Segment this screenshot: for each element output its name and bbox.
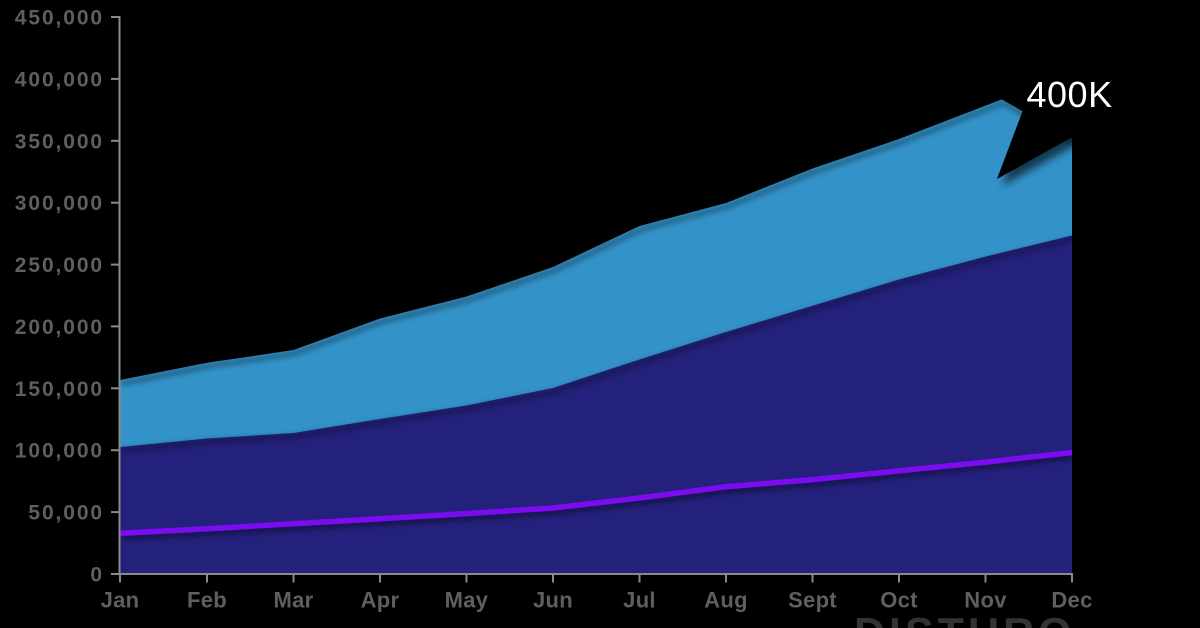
svg-text:250,000: 250,000 bbox=[15, 254, 104, 277]
svg-text:Sept: Sept bbox=[788, 588, 837, 613]
svg-text:Aug: Aug bbox=[704, 588, 748, 613]
svg-text:DISTURO: DISTURO bbox=[854, 610, 1076, 628]
svg-text:Feb: Feb bbox=[187, 588, 227, 613]
svg-text:May: May bbox=[445, 588, 489, 613]
svg-text:400,000: 400,000 bbox=[15, 68, 104, 91]
svg-text:Jul: Jul bbox=[623, 588, 656, 613]
svg-text:150,000: 150,000 bbox=[15, 378, 104, 401]
svg-text:Jun: Jun bbox=[533, 588, 573, 613]
svg-text:Oct: Oct bbox=[880, 588, 918, 613]
svg-text:Apr: Apr bbox=[361, 588, 400, 613]
svg-text:450,000: 450,000 bbox=[15, 7, 104, 30]
svg-text:0: 0 bbox=[90, 564, 104, 587]
svg-text:Nov: Nov bbox=[964, 588, 1007, 613]
svg-text:100,000: 100,000 bbox=[15, 440, 104, 463]
svg-text:Mar: Mar bbox=[273, 588, 313, 613]
svg-text:350,000: 350,000 bbox=[15, 130, 104, 153]
svg-text:Jan: Jan bbox=[101, 588, 140, 613]
svg-text:400K: 400K bbox=[1027, 74, 1113, 115]
svg-text:Dec: Dec bbox=[1051, 588, 1092, 613]
svg-text:200,000: 200,000 bbox=[15, 316, 104, 339]
svg-text:50,000: 50,000 bbox=[28, 502, 104, 525]
svg-text:300,000: 300,000 bbox=[15, 192, 104, 215]
